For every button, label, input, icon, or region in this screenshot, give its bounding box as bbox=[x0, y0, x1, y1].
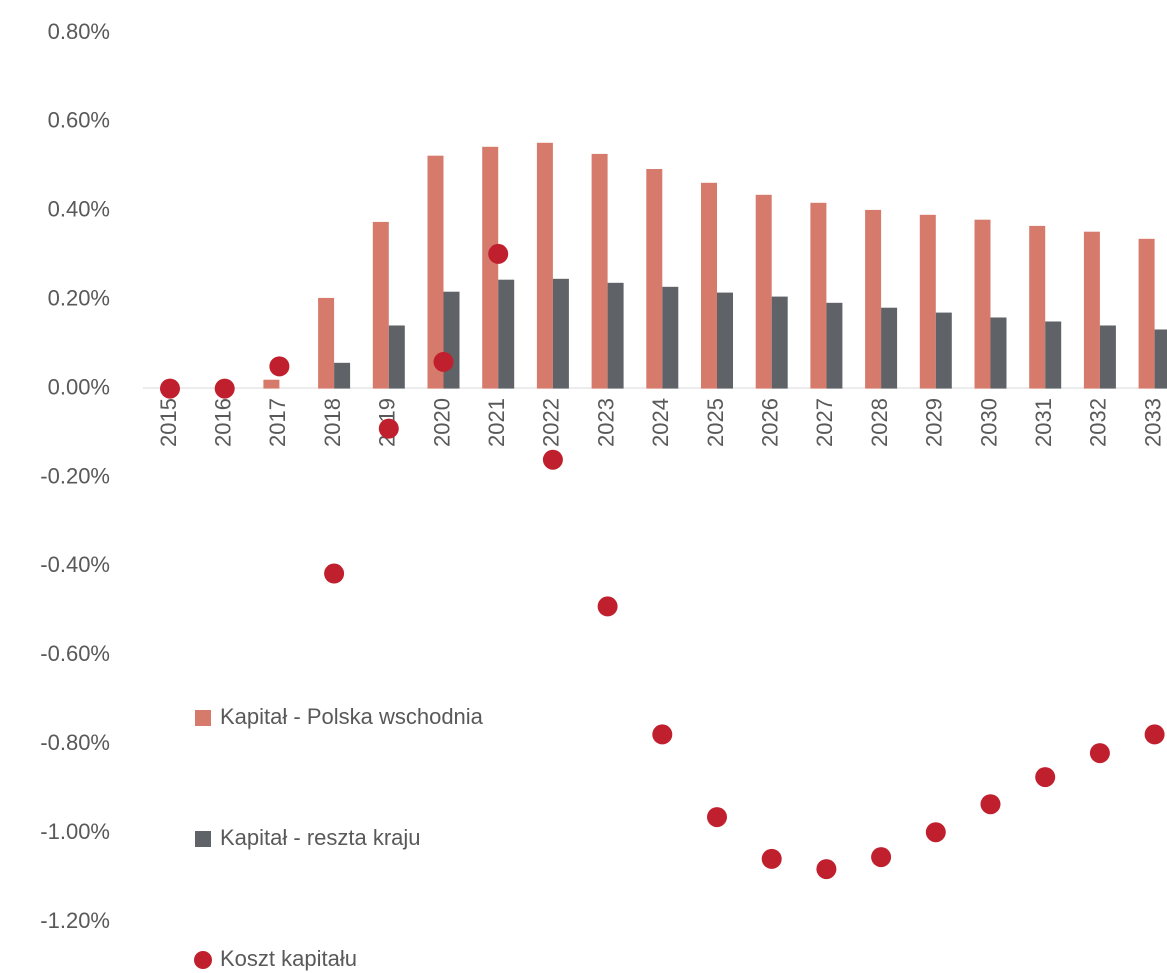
bar bbox=[1029, 225, 1046, 389]
dot bbox=[1144, 724, 1165, 745]
x-tick-label: 2024 bbox=[648, 398, 673, 447]
bar bbox=[607, 282, 624, 389]
dot bbox=[652, 724, 673, 745]
x-tick-label: 2025 bbox=[703, 398, 728, 447]
dot bbox=[378, 418, 399, 439]
bar bbox=[427, 155, 444, 389]
x-tick-label: 2023 bbox=[593, 398, 618, 447]
x-tick-label: 2021 bbox=[484, 398, 509, 447]
y-tick-label: -0.20% bbox=[40, 463, 110, 488]
bar bbox=[1099, 325, 1116, 389]
bar bbox=[646, 169, 663, 389]
dot bbox=[488, 243, 509, 264]
x-tick-label: 2028 bbox=[867, 398, 892, 447]
dot bbox=[871, 847, 892, 868]
bar bbox=[1045, 321, 1062, 389]
dot bbox=[1089, 743, 1110, 764]
legend-swatch bbox=[194, 951, 212, 969]
y-tick-label: -0.60% bbox=[40, 641, 110, 666]
y-tick-label: 0.80% bbox=[48, 19, 110, 44]
bar bbox=[919, 214, 936, 389]
x-tick-label: 2022 bbox=[539, 398, 564, 447]
y-tick-label: 0.20% bbox=[48, 286, 110, 311]
bar bbox=[865, 209, 882, 389]
bar bbox=[717, 292, 733, 389]
x-tick-label: 2018 bbox=[320, 398, 345, 447]
legend-label: Kapitał - Polska wschodnia bbox=[220, 704, 484, 729]
y-tick-label: 0.60% bbox=[48, 108, 110, 133]
bar bbox=[498, 279, 515, 389]
bar bbox=[443, 291, 460, 389]
legend-swatch bbox=[195, 710, 211, 726]
y-tick-label: 0.00% bbox=[48, 374, 110, 399]
dot bbox=[269, 356, 290, 377]
y-tick-label: -1.00% bbox=[40, 819, 110, 844]
x-tick-label: 2032 bbox=[1086, 398, 1111, 447]
dot bbox=[1035, 767, 1056, 788]
dot bbox=[707, 807, 727, 828]
bar bbox=[536, 142, 553, 389]
x-tick-label: 2016 bbox=[211, 398, 236, 447]
y-tick-label: 0.40% bbox=[48, 197, 110, 222]
x-tick-label: 2033 bbox=[1140, 398, 1165, 447]
legend-swatch bbox=[195, 831, 211, 847]
x-tick-label: 2020 bbox=[429, 398, 454, 447]
dot bbox=[160, 378, 180, 399]
bar bbox=[662, 286, 679, 389]
dot bbox=[214, 378, 235, 399]
bar bbox=[990, 317, 1007, 389]
dot bbox=[816, 859, 837, 880]
x-tick-label: 2027 bbox=[812, 398, 837, 447]
bar bbox=[482, 146, 499, 389]
legend-label: Kapitał - reszta kraju bbox=[220, 825, 421, 850]
bar bbox=[318, 297, 335, 389]
dot bbox=[597, 596, 618, 617]
bar bbox=[372, 221, 389, 389]
legend-label: Koszt kapitału bbox=[220, 946, 357, 971]
x-tick-label: 2015 bbox=[156, 398, 181, 447]
bar bbox=[552, 278, 569, 389]
bar bbox=[591, 153, 608, 389]
dot bbox=[542, 449, 563, 470]
bar bbox=[810, 202, 827, 389]
dot bbox=[925, 822, 946, 843]
x-tick-label: 2029 bbox=[922, 398, 947, 447]
bar bbox=[701, 182, 717, 389]
y-tick-label: -0.40% bbox=[40, 552, 110, 577]
bar bbox=[1138, 238, 1155, 389]
bar bbox=[974, 219, 991, 389]
x-tick-label: 2031 bbox=[1031, 398, 1056, 447]
dot bbox=[324, 563, 345, 584]
bar bbox=[935, 312, 952, 389]
bar bbox=[1154, 329, 1167, 389]
dot bbox=[980, 794, 1001, 815]
bar bbox=[388, 325, 405, 389]
bar bbox=[826, 302, 843, 389]
bar bbox=[1083, 231, 1100, 389]
bar bbox=[771, 296, 788, 389]
dot bbox=[761, 848, 782, 869]
y-tick-label: -0.80% bbox=[40, 730, 110, 755]
x-tick-label: 2017 bbox=[265, 398, 290, 447]
x-tick-label: 2026 bbox=[758, 398, 783, 447]
bar bbox=[334, 362, 351, 389]
x-tick-label: 2030 bbox=[976, 398, 1001, 447]
dot bbox=[433, 351, 454, 372]
bar bbox=[263, 379, 280, 389]
bar bbox=[881, 307, 898, 389]
y-tick-label: -1.20% bbox=[40, 908, 110, 933]
bar bbox=[755, 194, 772, 389]
